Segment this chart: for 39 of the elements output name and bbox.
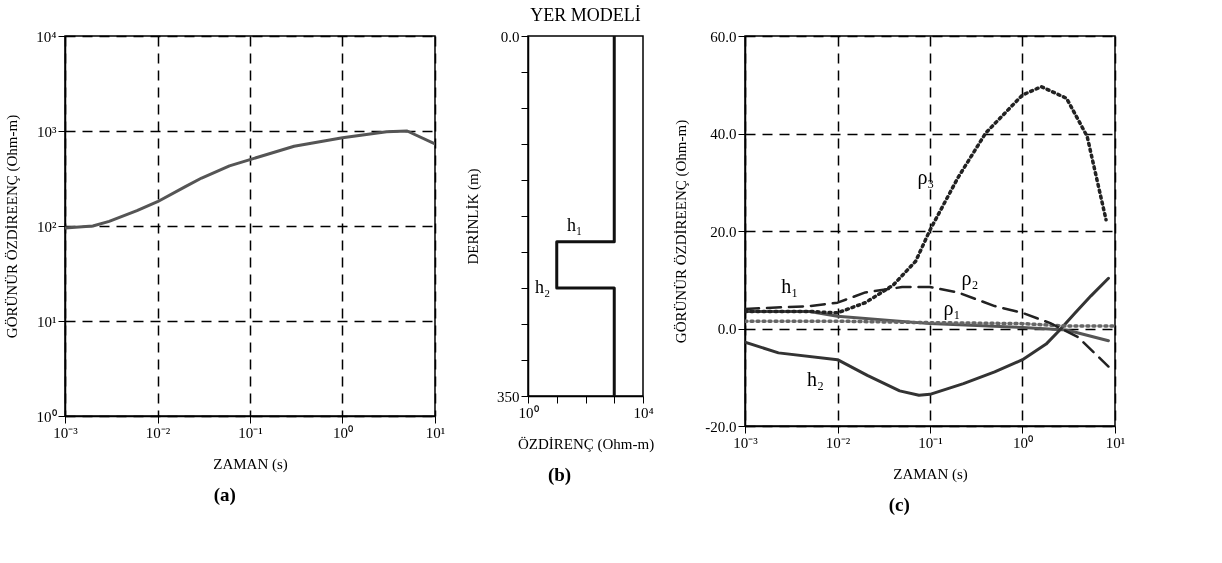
chart-title: YER MODELİ [530,5,641,25]
series-label: h₁ [781,275,799,298]
y-axis-title: GÖRÜNÜR ÖZDİREENÇ (Ohm-m) [673,119,691,344]
x-tick-label: 10⁻² [825,434,851,451]
y-axis-title: GÖRÜNÜR ÖZDİREENÇ (Ohm-m) [4,114,22,339]
y-tick-label: 20.0 [710,223,737,240]
y-tick-label: -20.0 [705,418,737,435]
series-label: ρ₂ [961,267,979,291]
x-tick-label: 10⁻² [145,424,171,441]
y-tick-label: 0.0 [717,321,737,337]
x-tick-label: 10⁰ [333,424,353,441]
line-series [555,36,616,396]
x-tick-label: 10⁰ [1013,434,1033,451]
text: (c) [888,493,910,516]
series-label: ρ₁ [943,296,961,320]
y-tick-label: 0.0 [500,28,520,45]
x-axis-title: ZAMAN (s) [213,455,288,473]
text: (a) [213,483,236,506]
annotation: h₁ [567,214,583,235]
y-tick-label: 350 [497,388,520,405]
y-tick-label: 10¹ [37,313,57,330]
annotation: h₂ [535,277,551,297]
y-tick-label: 10³ [37,123,57,140]
y-tick-label: 40.0 [710,126,737,142]
y-tick-label: 60.0 [710,28,737,45]
x-tick-label: 10⁻¹ [238,424,263,441]
x-tick-label: 10⁻³ [53,424,79,441]
x-tick-label: 10⁻¹ [918,434,943,451]
x-axis-title: ZAMAN (s) [893,465,968,483]
series-label: ρ₃ [917,165,935,189]
x-tick-label: 10⁻³ [733,434,759,451]
x-tick-label: 10¹ [425,424,446,441]
y-tick-label: 10² [37,218,57,235]
x-tick-label: 10¹ [1105,434,1126,451]
series-label: h₂ [807,367,824,390]
x-axis-title: ÖZDİRENÇ (Ohm-m) [517,435,655,453]
y-tick-label: 10⁴ [36,28,57,45]
y-axis-title: DERİNLİK (m) [465,168,482,265]
text: (b) [547,463,572,486]
